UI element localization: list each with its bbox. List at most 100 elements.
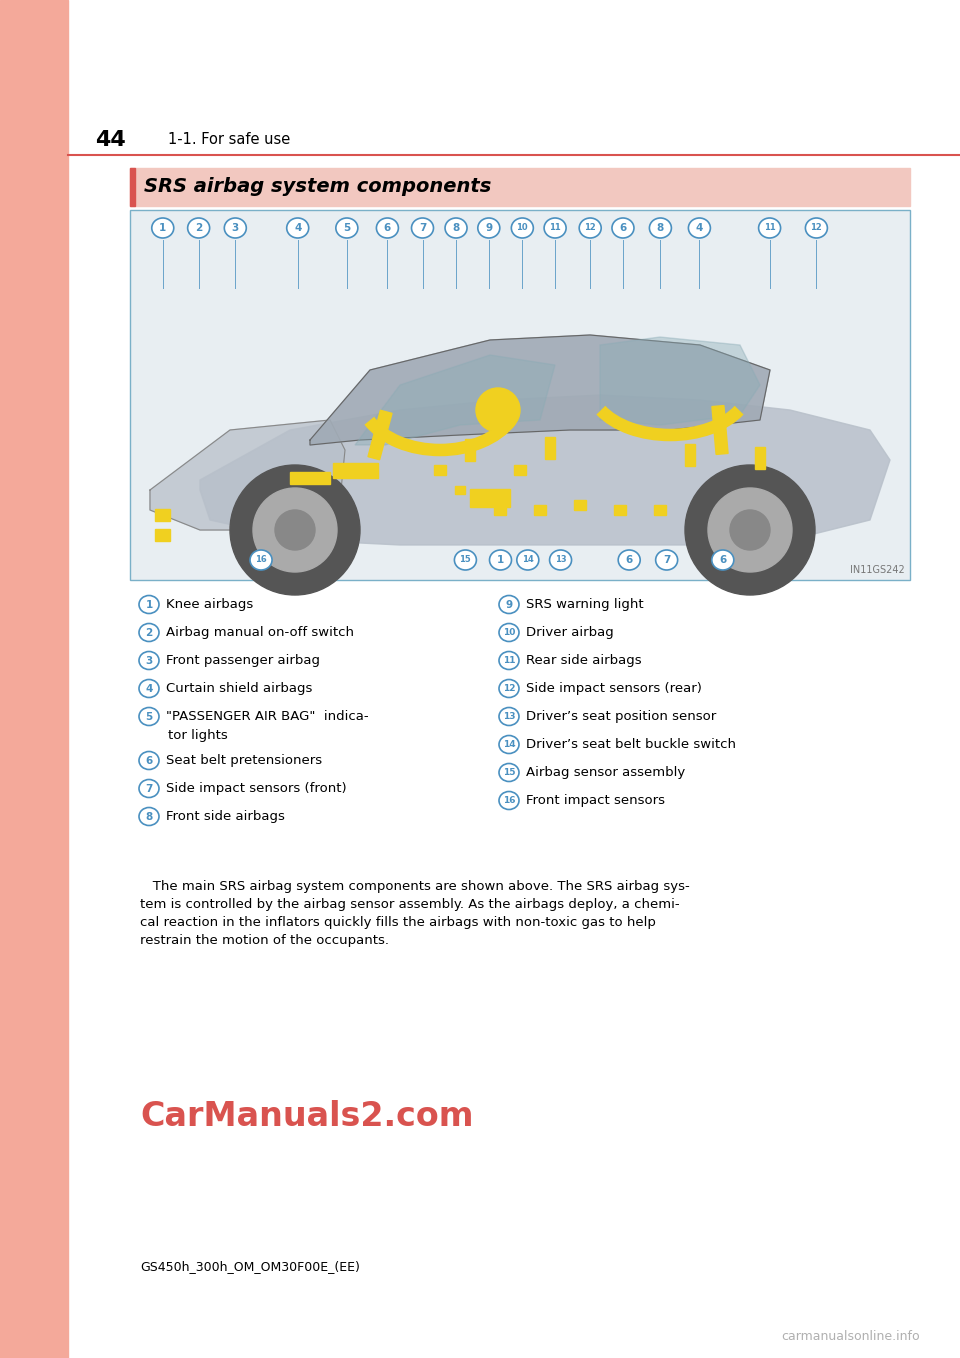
Text: 10: 10 [516, 224, 528, 232]
Ellipse shape [499, 792, 519, 809]
Bar [0, 0, 68, 1358]
Ellipse shape [412, 219, 434, 238]
Text: Seat belt pretensioners: Seat belt pretensioners [166, 754, 323, 767]
Text: 6: 6 [145, 755, 153, 766]
Text: Side impact sensors (front): Side impact sensors (front) [166, 782, 347, 794]
Bar [155, 530, 170, 540]
Ellipse shape [499, 652, 519, 669]
Text: 7: 7 [419, 223, 426, 234]
Bar [368, 410, 392, 460]
Text: 8: 8 [657, 223, 664, 234]
Text: 6: 6 [619, 223, 627, 234]
Text: Airbag sensor assembly: Airbag sensor assembly [526, 766, 685, 779]
Bar [514, 464, 526, 475]
Text: CarManuals2.com: CarManuals2.com [140, 1100, 473, 1133]
Polygon shape [200, 395, 890, 545]
Ellipse shape [499, 679, 519, 698]
Text: tem is controlled by the airbag sensor assembly. As the airbags deploy, a chemi-: tem is controlled by the airbag sensor a… [140, 898, 680, 911]
Ellipse shape [139, 679, 159, 698]
Ellipse shape [478, 219, 500, 238]
Text: Airbag manual on-off switch: Airbag manual on-off switch [166, 626, 354, 640]
Text: 12: 12 [585, 224, 596, 232]
Text: 13: 13 [555, 555, 566, 565]
Bar [654, 505, 666, 515]
Text: cal reaction in the inflators quickly fills the airbags with non-toxic gas to he: cal reaction in the inflators quickly fi… [140, 917, 656, 929]
Circle shape [253, 488, 337, 572]
Ellipse shape [656, 550, 678, 570]
Bar [470, 489, 510, 507]
Ellipse shape [445, 219, 467, 238]
Circle shape [708, 488, 792, 572]
Text: 9: 9 [485, 223, 492, 234]
Text: 1: 1 [159, 223, 166, 234]
Bar [130, 168, 135, 206]
Polygon shape [600, 337, 760, 425]
Text: 13: 13 [503, 712, 516, 721]
Ellipse shape [544, 219, 566, 238]
Text: Front side airbags: Front side airbags [166, 809, 285, 823]
Ellipse shape [516, 550, 539, 570]
Bar [685, 444, 695, 466]
Text: 44: 44 [95, 130, 126, 149]
Ellipse shape [579, 219, 601, 238]
Circle shape [476, 388, 520, 432]
Text: 14: 14 [522, 555, 534, 565]
Bar [130, 210, 910, 580]
Polygon shape [310, 335, 770, 445]
Text: 6: 6 [384, 223, 391, 234]
Bar [574, 500, 586, 511]
Text: Front passenger airbag: Front passenger airbag [166, 655, 320, 667]
Bar [534, 505, 546, 515]
Ellipse shape [490, 550, 512, 570]
Text: 11: 11 [764, 224, 776, 232]
Text: 1-1. For safe use: 1-1. For safe use [168, 133, 290, 148]
Text: 16: 16 [503, 796, 516, 805]
Ellipse shape [139, 708, 159, 725]
Text: 8: 8 [452, 223, 460, 234]
Text: 2: 2 [145, 627, 153, 637]
Ellipse shape [711, 550, 733, 570]
Text: Driver airbag: Driver airbag [526, 626, 613, 640]
Ellipse shape [139, 652, 159, 669]
Ellipse shape [499, 596, 519, 614]
Text: 2: 2 [195, 223, 203, 234]
Circle shape [685, 464, 815, 595]
Text: Driver’s seat position sensor: Driver’s seat position sensor [526, 710, 716, 722]
Bar [614, 505, 626, 515]
Text: Curtain shield airbags: Curtain shield airbags [166, 682, 312, 695]
Ellipse shape [649, 219, 671, 238]
Ellipse shape [499, 708, 519, 725]
Ellipse shape [139, 808, 159, 826]
Text: 3: 3 [231, 223, 239, 234]
Text: Side impact sensors (rear): Side impact sensors (rear) [526, 682, 702, 695]
Text: Driver’s seat belt buckle switch: Driver’s seat belt buckle switch [526, 737, 736, 751]
Ellipse shape [152, 219, 174, 238]
Text: 8: 8 [145, 812, 153, 822]
Text: 4: 4 [696, 223, 703, 234]
Ellipse shape [688, 219, 710, 238]
Ellipse shape [612, 219, 634, 238]
Text: IN11GS242: IN11GS242 [851, 565, 905, 574]
Text: 7: 7 [663, 555, 670, 565]
Text: Front impact sensors: Front impact sensors [526, 794, 665, 807]
Text: 6: 6 [719, 555, 727, 565]
Bar [130, 168, 910, 206]
Text: 14: 14 [503, 740, 516, 750]
Ellipse shape [139, 623, 159, 641]
Text: 3: 3 [145, 656, 153, 665]
Text: 6: 6 [626, 555, 633, 565]
Text: 1: 1 [497, 555, 504, 565]
Ellipse shape [454, 550, 476, 570]
Ellipse shape [499, 763, 519, 781]
Text: 12: 12 [503, 684, 516, 693]
Bar [455, 486, 465, 494]
Ellipse shape [187, 219, 209, 238]
Text: 16: 16 [255, 555, 267, 565]
Text: 5: 5 [344, 223, 350, 234]
Circle shape [275, 511, 315, 550]
Ellipse shape [618, 550, 640, 570]
Text: 4: 4 [294, 223, 301, 234]
Ellipse shape [250, 550, 272, 570]
Bar [712, 406, 728, 455]
Text: tor lights: tor lights [168, 729, 228, 743]
